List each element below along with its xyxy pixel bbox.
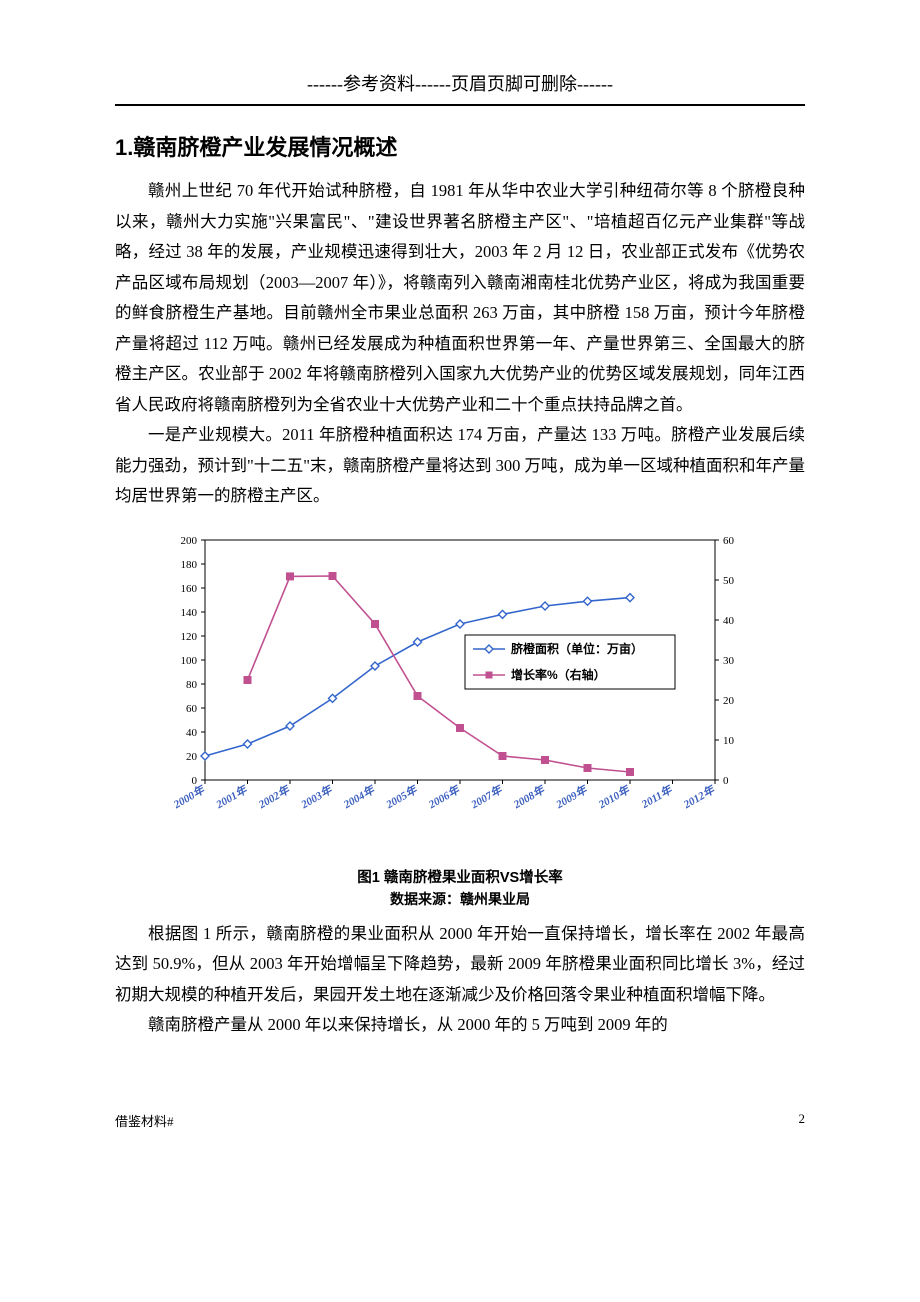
svg-text:50: 50: [723, 575, 735, 587]
svg-text:100: 100: [181, 655, 198, 667]
header-rule: [115, 104, 805, 106]
chart-figure-1: 0 20 40 60 80 100 120 140 160 180 200 0 10 20 30 40 50 60…: [155, 530, 765, 909]
svg-text:脐橙面积（单位：万亩）: 脐橙面积（单位：万亩）: [511, 641, 643, 656]
svg-text:180: 180: [181, 559, 198, 571]
section-heading: 1.赣南脐橙产业发展情况概述: [115, 130, 805, 162]
svg-text:80: 80: [186, 679, 198, 691]
chart-title: 图1 赣南脐橙果业面积VS增长率: [155, 866, 765, 887]
svg-text:20: 20: [186, 751, 198, 763]
svg-text:40: 40: [186, 727, 198, 739]
svg-text:2004年: 2004年: [341, 782, 379, 811]
header-note: ------参考资料------页眉页脚可删除------: [115, 70, 805, 96]
svg-text:2010年: 2010年: [596, 782, 634, 811]
svg-text:60: 60: [186, 703, 198, 715]
svg-text:60: 60: [723, 535, 735, 547]
paragraph-1: 赣州上世纪 70 年代开始试种脐橙，自 1981 年从华中农业大学引种纽荷尔等 …: [115, 176, 805, 420]
header-note-text: ------参考资料------页眉页脚可删除------: [307, 74, 613, 94]
svg-text:140: 140: [181, 607, 198, 619]
chart-svg: 0 20 40 60 80 100 120 140 160 180 200 0 10 20 30 40 50 60…: [155, 530, 765, 860]
footer-page-number: 2: [799, 1111, 806, 1130]
svg-text:40: 40: [723, 615, 735, 627]
svg-text:30: 30: [723, 655, 735, 667]
svg-text:2002年: 2002年: [256, 782, 294, 811]
paragraph-4: 赣南脐橙产量从 2000 年以来保持增长，从 2000 年的 5 万吨到 200…: [115, 1010, 805, 1041]
svg-text:200: 200: [181, 535, 198, 547]
svg-text:2000年: 2000年: [171, 782, 209, 811]
svg-text:0: 0: [723, 775, 729, 787]
page-footer: 借鉴材料# 2: [115, 1111, 805, 1130]
svg-text:120: 120: [181, 631, 198, 643]
svg-text:2009年: 2009年: [553, 782, 591, 811]
svg-text:2008年: 2008年: [511, 782, 549, 811]
svg-text:2007年: 2007年: [468, 782, 506, 811]
svg-text:10: 10: [723, 735, 735, 747]
svg-text:160: 160: [181, 583, 198, 595]
svg-text:20: 20: [723, 695, 735, 707]
paragraph-3: 根据图 1 所示，赣南脐橙的果业面积从 2000 年开始一直保持增长，增长率在 …: [115, 919, 805, 1011]
svg-text:2005年: 2005年: [383, 782, 421, 811]
svg-text:2012年: 2012年: [681, 782, 719, 811]
svg-text:2003年: 2003年: [298, 782, 336, 811]
footer-left: 借鉴材料#: [115, 1111, 174, 1130]
svg-text:0: 0: [192, 775, 198, 787]
svg-text:增长率%（右轴）: 增长率%（右轴）: [511, 667, 606, 682]
chart-source: 数据来源：赣州果业局: [155, 889, 765, 909]
paragraph-2: 一是产业规模大。2011 年脐橙种植面积达 174 万亩，产量达 133 万吨。…: [115, 420, 805, 512]
svg-text:2011年: 2011年: [639, 782, 676, 811]
svg-text:2006年: 2006年: [426, 782, 464, 811]
svg-text:2001年: 2001年: [213, 782, 251, 811]
